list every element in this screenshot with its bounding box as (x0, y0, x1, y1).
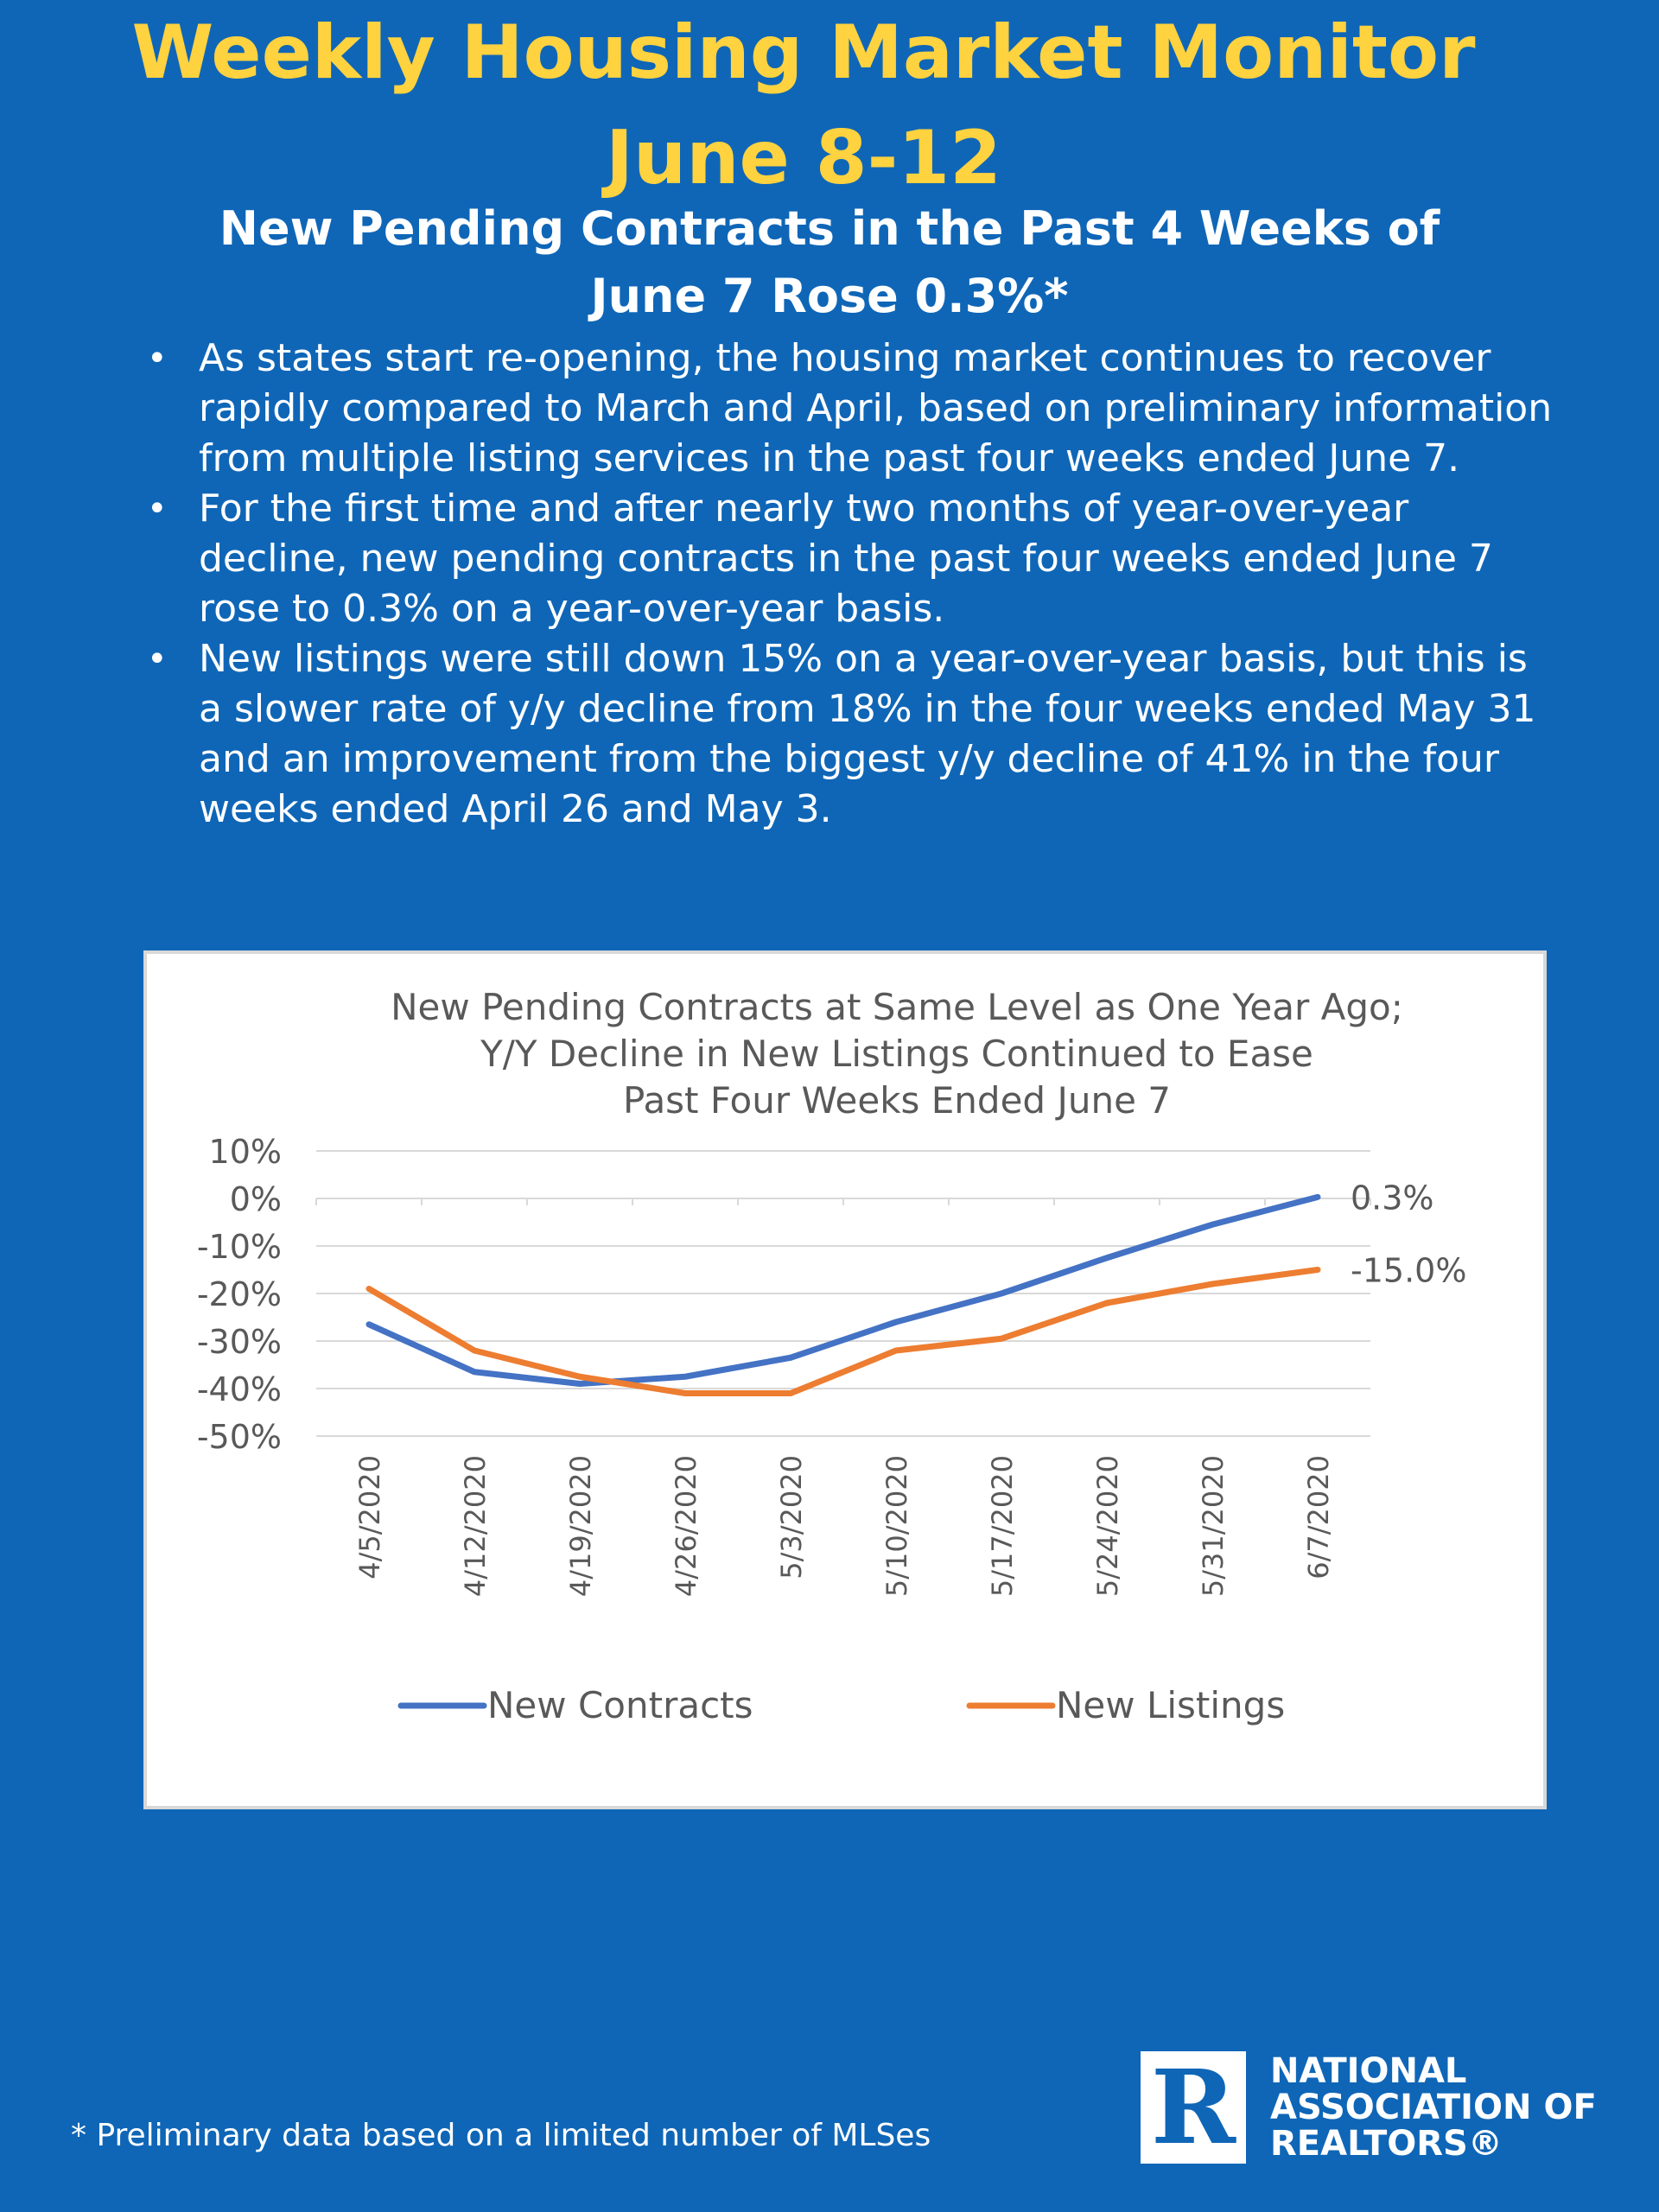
data-point (1104, 1255, 1109, 1261)
data-point (1315, 1194, 1320, 1200)
data-point (577, 1381, 582, 1387)
data-point (683, 1374, 688, 1380)
bullet-item: • New listings were still down 15% on a … (138, 634, 1555, 835)
data-point (999, 1291, 1004, 1296)
data-point (1210, 1281, 1215, 1287)
data-point (893, 1348, 899, 1353)
bullet-text: As states start re-opening, the housing … (199, 336, 1553, 480)
x-tick-label: 5/24/2020 (1091, 1455, 1124, 1597)
page-date-range: June 8-12 (606, 115, 1001, 201)
x-tick-label: 6/7/2020 (1302, 1455, 1335, 1580)
bullet-icon: • (147, 339, 168, 378)
data-point (472, 1369, 477, 1375)
subtitle-line-2: June 7 Rose 0.3%* (590, 269, 1069, 323)
y-tick-label: -10% (197, 1228, 282, 1266)
chart-title-line: Past Four Weeks Ended June 7 (623, 1079, 1171, 1122)
org-line-1: NATIONAL (1270, 2051, 1467, 2091)
data-point (893, 1319, 899, 1325)
data-point (577, 1374, 582, 1380)
org-line-2: ASSOCIATION OF (1270, 2088, 1597, 2127)
x-tick-label: 5/10/2020 (880, 1455, 913, 1597)
end-data-label: -15.0% (1351, 1252, 1466, 1290)
bullet-icon: • (147, 639, 168, 679)
chart-title-line: New Pending Contracts at Same Level as O… (391, 986, 1403, 1028)
chart-panel: New Pending Contracts at Same Level as O… (143, 950, 1547, 1809)
data-point (472, 1348, 477, 1353)
x-tick-label: 4/26/2020 (670, 1455, 702, 1597)
end-data-label: 0.3% (1351, 1179, 1434, 1217)
organization-name: NATIONAL ASSOCIATION OF REALTORS® (1270, 2053, 1597, 2162)
y-tick-label: -50% (197, 1418, 282, 1456)
bullet-list: • As states start re-opening, the housin… (138, 334, 1555, 835)
y-tick-label: -20% (197, 1275, 282, 1313)
page-subtitle: New Pending Contracts in the Past 4 Week… (95, 195, 1564, 330)
bullet-item: • As states start re-opening, the housin… (138, 334, 1555, 484)
series-line-new-contracts (365, 1193, 1321, 1387)
bullet-text: For the first time and after nearly two … (199, 486, 1493, 631)
footnote: * Preliminary data based on a limited nu… (71, 2118, 931, 2153)
y-tick-label: 10% (209, 1133, 282, 1171)
page-title: Weekly Housing Market Monitor (131, 10, 1476, 96)
x-tick-label: 5/31/2020 (1197, 1455, 1230, 1597)
data-point (366, 1321, 372, 1327)
x-tick-label: 5/3/2020 (775, 1455, 808, 1580)
data-point (683, 1390, 688, 1396)
y-tick-label: -40% (197, 1370, 282, 1408)
y-tick-label: 0% (230, 1180, 282, 1218)
legend-label: New Contracts (487, 1684, 753, 1726)
series-line-new-listings (365, 1267, 1321, 1396)
data-point (366, 1286, 372, 1292)
subtitle-line-1: New Pending Contracts in the Past 4 Week… (219, 201, 1440, 256)
legend-label: New Listings (1056, 1684, 1285, 1726)
x-tick-label: 4/5/2020 (353, 1455, 386, 1580)
x-tick-label: 5/17/2020 (986, 1455, 1019, 1597)
chart-title-line: Y/Y Decline in New Listings Continued to… (480, 1033, 1313, 1075)
bullet-text: New listings were still down 15% on a ye… (199, 637, 1536, 831)
bullet-icon: • (147, 489, 168, 529)
x-tick-label: 4/12/2020 (459, 1455, 492, 1597)
bullet-item: • For the first time and after nearly tw… (138, 484, 1555, 634)
data-point (1210, 1222, 1215, 1228)
x-tick-label: 4/19/2020 (564, 1455, 597, 1597)
data-point (1315, 1267, 1320, 1273)
realtor-r-icon: R (1150, 2047, 1236, 2167)
y-tick-label: -30% (197, 1323, 282, 1361)
realtor-logo-icon: R (1141, 2051, 1246, 2164)
data-point (788, 1390, 793, 1396)
data-point (1104, 1300, 1109, 1306)
org-line-3: REALTORS® (1270, 2124, 1503, 2164)
data-point (999, 1336, 1004, 1342)
line-chart: New Pending Contracts at Same Level as O… (197, 986, 1467, 1726)
data-point (788, 1355, 793, 1361)
